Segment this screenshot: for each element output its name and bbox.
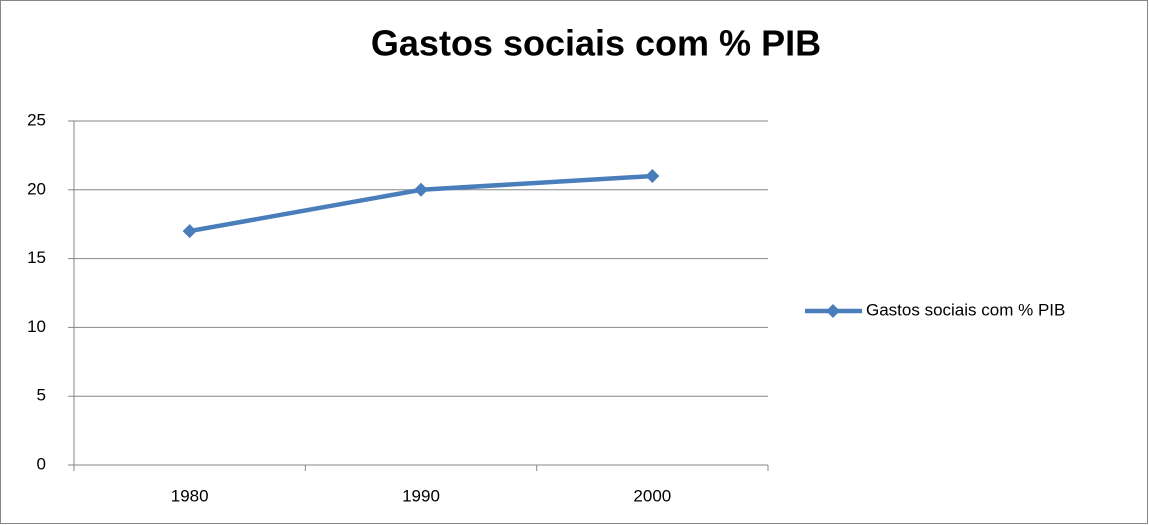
y-tick-label: 5 — [37, 386, 46, 405]
x-tick-label: 2000 — [633, 486, 671, 505]
data-point — [182, 224, 197, 239]
legend-marker — [826, 304, 840, 318]
chart-title: Gastos sociais com % PIB — [371, 23, 821, 64]
y-tick-label: 25 — [27, 110, 46, 129]
data-point — [414, 182, 428, 197]
y-tick-label: 20 — [27, 179, 46, 198]
x-tick-label: 1990 — [402, 486, 440, 505]
y-tick-label: 15 — [27, 248, 46, 267]
x-tick-label: 1980 — [171, 486, 209, 505]
y-tick-label: 0 — [37, 454, 46, 473]
data-point — [645, 169, 660, 184]
y-tick-label: 10 — [27, 317, 46, 336]
legend-label: Gastos sociais com % PIB — [866, 300, 1065, 319]
